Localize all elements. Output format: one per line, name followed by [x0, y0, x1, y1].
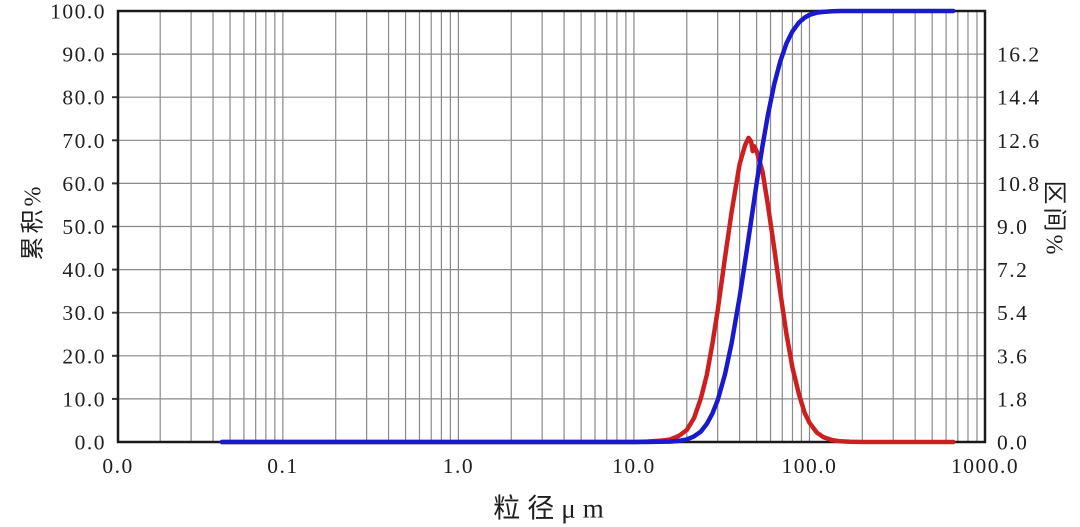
x-tick-label: 0.0	[102, 454, 133, 478]
y-left-tick-label: 90.0	[62, 43, 106, 67]
y-left-tick-label: 40.0	[62, 258, 106, 282]
y-left-tick-label: 10.0	[62, 387, 106, 411]
y-right-tick-label: 9.0	[997, 215, 1028, 239]
y-right-tick-label: 1.8	[997, 387, 1028, 411]
y-right-tick-label: 7.2	[997, 258, 1028, 282]
left-y-axis-title: 累积%	[20, 183, 47, 261]
y-right-tick-label: 14.4	[997, 86, 1041, 110]
y-right-tick-label: 3.6	[997, 344, 1028, 368]
y-left-tick-label: 60.0	[62, 172, 106, 196]
y-right-tick-label: 0.0	[997, 431, 1028, 455]
x-tick-label: 10.0	[612, 454, 656, 478]
y-right-tick-label: 10.8	[997, 172, 1041, 196]
y-left-tick-label: 70.0	[62, 129, 106, 153]
x-tick-label: 100.0	[782, 454, 838, 478]
series-cumulative-curve	[219, 8, 956, 445]
y-right-tick-label: 5.4	[997, 301, 1028, 325]
y-left-tick-label: 50.0	[62, 215, 106, 239]
y-left-tick-label: 30.0	[62, 301, 106, 325]
y-left-tick-label: 100.0	[50, 0, 106, 24]
x-tick-label: 0.1	[267, 454, 298, 478]
x-tick-label: 1000.0	[951, 454, 1019, 478]
x-tick-label: 1.0	[443, 454, 474, 478]
y-right-tick-label: 16.2	[997, 43, 1041, 67]
y-left-tick-label: 0.0	[75, 431, 106, 455]
x-axis-title: 粒径μm	[493, 493, 611, 524]
y-right-tick-label: 12.6	[997, 129, 1041, 153]
y-left-tick-label: 80.0	[62, 86, 106, 110]
y-left-tick-label: 20.0	[62, 344, 106, 368]
right-y-axis-title: 区间%	[1040, 180, 1067, 258]
